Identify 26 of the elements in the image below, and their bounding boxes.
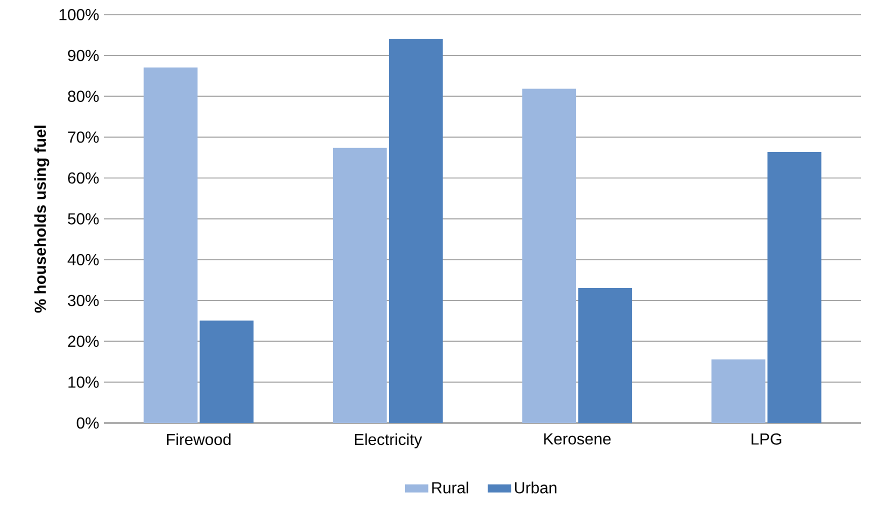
x-tick-label: Firewood [167, 433, 230, 446]
y-tick-label: 40% [68, 254, 99, 266]
legend-label: Urban [515, 482, 556, 494]
bar [767, 152, 822, 423]
bar [144, 67, 198, 423]
y-tick-label: 20% [68, 336, 99, 347]
x-tick-label: Electricity [354, 433, 422, 448]
bar [332, 148, 387, 423]
bar [711, 359, 766, 423]
y-axis-title: % households using fuel [34, 126, 50, 313]
y-tick-label: 80% [68, 90, 99, 102]
y-tick-label: 0% [76, 417, 99, 429]
y-tick-label: 90% [68, 50, 99, 62]
y-tick-label: 100% [60, 8, 99, 20]
legend-label: Rural [432, 482, 468, 494]
y-tick-label: 60% [68, 172, 99, 184]
y-tick-label: 50% [68, 213, 99, 224]
x-tick-label: LPG [752, 433, 782, 445]
bar [388, 38, 443, 423]
y-tick-label: 70% [68, 131, 99, 143]
x-tick-label: Kerosene [544, 433, 611, 445]
y-tick-label: 30% [68, 294, 99, 306]
bar [522, 88, 576, 423]
bar [200, 320, 254, 423]
bar [578, 288, 632, 423]
y-tick-label: 10% [68, 376, 99, 388]
